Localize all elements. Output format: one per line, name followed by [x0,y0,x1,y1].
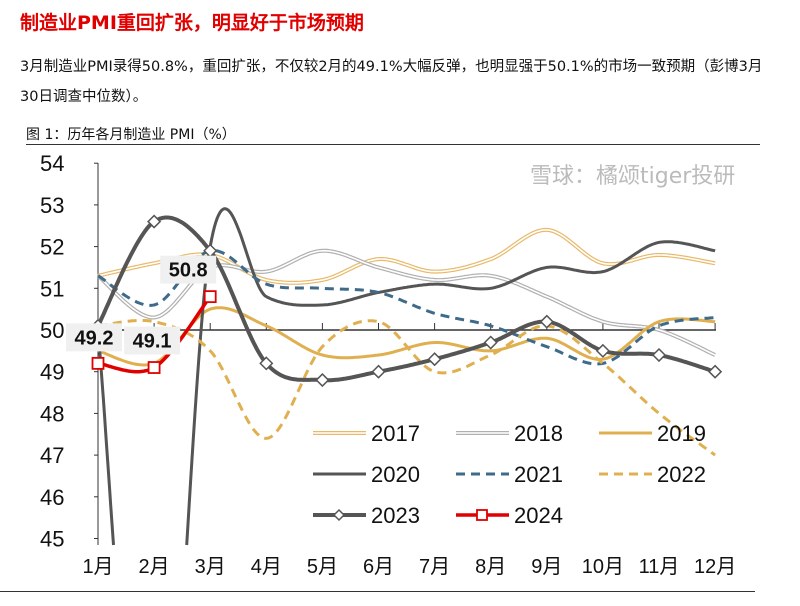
data-point-2023 [427,352,442,367]
data-label-bg [66,323,122,352]
legend-item-2020: 2020 [313,462,420,487]
x-tick-label: 5月 [307,556,338,578]
legend-label: 2020 [371,462,420,487]
x-tick-label: 8月 [475,556,506,578]
legend-item-2017: 2017 [313,421,420,446]
series-line-2020 [96,207,716,546]
x-tick-label: 6月 [363,556,394,578]
y-tick-label: 46 [40,485,64,510]
divider [26,144,760,145]
legend-label: 2017 [371,421,420,446]
y-tick-label: 47 [40,443,64,468]
data-label: 49.1 [133,331,172,353]
x-tick-label: 1月 [82,556,113,578]
y-tick-label: 52 [40,235,64,260]
data-point-2024 [147,361,161,374]
summary-paragraph: 3月制造业PMI录得50.8%，重回扩张，不仅较2月的49.1%大幅反弹，也明显… [20,59,763,105]
data-label-bg [160,255,217,284]
plot-area [90,207,723,546]
series-line-2023 [96,215,716,383]
data-point-2023 [259,356,274,371]
data-point-2024 [91,356,105,370]
x-tick-label: 9月 [531,556,562,578]
data-point-2023 [651,347,667,363]
legend-item-2024: 2024 [456,503,563,528]
legend-label: 2021 [514,462,563,487]
watermark: 雪球：橘颂tiger投研 [530,164,736,189]
data-point-2023 [595,343,610,358]
y-tick-label: 51 [40,276,64,301]
y-tick-label: 54 [40,151,64,176]
figure-title: 图 1：历年各月制造业 PMI（%） [26,127,236,143]
legend-item-2019: 2019 [599,421,706,446]
data-label-bg [124,326,181,355]
legend-item-2023: 2023 [313,503,420,528]
x-tick-label: 12月 [694,556,736,578]
data-point-2023 [147,214,162,229]
y-tick-label: 48 [40,401,64,426]
legend-label: 2018 [514,421,563,446]
y-tick-label: 53 [40,193,64,218]
y-tick-label: 45 [40,527,64,552]
x-tick-label: 3月 [195,556,226,578]
x-tick-label: 4月 [251,556,282,578]
x-tick-label: 7月 [419,556,450,578]
legend-item-2018: 2018 [456,421,563,446]
legend-label: 2022 [657,462,706,487]
data-point-2023 [371,364,386,379]
y-tick-label: 50 [40,318,64,343]
series-line-2022 [98,318,716,457]
legend-item-2022: 2022 [599,462,706,487]
x-tick-label: 2月 [139,556,170,578]
data-label: 50.8 [169,260,208,282]
legend-item-2021: 2021 [456,462,563,487]
data-point-2023 [483,335,498,350]
page-title: 制造业PMI重回扩张，明显好于市场预期 [20,12,364,34]
data-point-2023 [315,372,330,388]
series-line-2021 [97,249,716,366]
data-point-2023 [708,364,723,379]
y-tick-label: 49 [40,360,64,385]
legend-label: 2023 [371,503,420,528]
legend-label: 2019 [657,421,706,446]
x-tick-label: 10月 [582,556,624,578]
x-tick-label: 11月 [639,556,680,578]
data-point-2023 [539,314,554,329]
data-label: 49.2 [75,327,114,349]
legend-label: 2024 [514,503,563,528]
divider [0,591,755,592]
data-point-2024 [203,290,217,304]
